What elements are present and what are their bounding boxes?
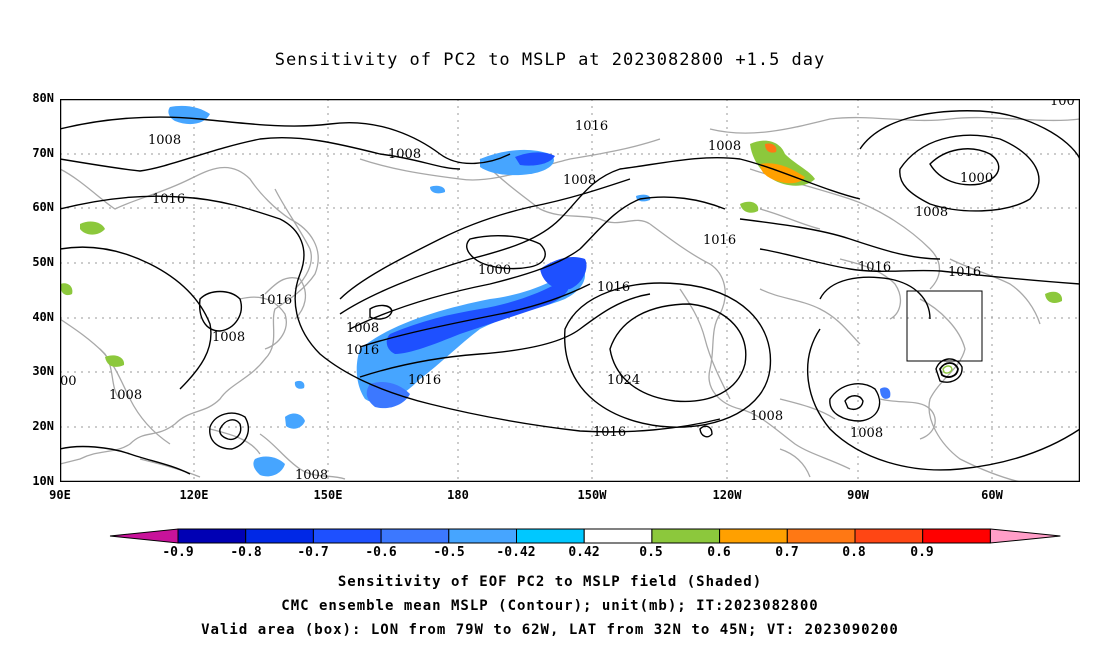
colorbar-cell (380, 528, 450, 544)
lat-label-30n: 30N (32, 364, 54, 378)
lon-label-120e: 120E (179, 488, 209, 502)
lon-label-120w: 120W (712, 488, 742, 502)
lon-label-90w: 90W (847, 488, 869, 502)
colorbar-cell (786, 528, 856, 544)
lat-label-10n: 10N (32, 474, 54, 488)
colorbar-label: -0.6 (365, 545, 397, 560)
lat-label-70n: 70N (32, 146, 54, 160)
contour-label: 1008 (295, 468, 328, 482)
colorbar-label: -0.8 (230, 545, 262, 560)
colorbar-label: -0.7 (297, 545, 329, 560)
colorbar-cell (312, 528, 382, 544)
caption-shaded: Sensitivity of EOF PC2 to MSLP field (Sh… (337, 574, 763, 590)
lat-label-40n: 40N (32, 310, 54, 324)
colorbar-cell (516, 528, 585, 544)
contour-label: 00 (60, 374, 77, 389)
contour-label: 1008 (850, 426, 883, 441)
colorbar-label: 0.7 (775, 545, 799, 560)
contour-label: 1016 (152, 192, 185, 207)
lon-label-90e: 90E (49, 488, 71, 502)
contour-label: 1008 (109, 388, 142, 403)
colorbar-label: -0.9 (162, 545, 194, 560)
graticule (60, 99, 1080, 482)
colorbar-label: 0.5 (639, 545, 663, 560)
colorbar-label: 0.6 (707, 545, 731, 560)
contour-label: 1016 (593, 425, 626, 440)
contour-label: 1016 (703, 233, 736, 248)
contour-label: 1016 (346, 343, 379, 358)
colorbar-label: 0.8 (842, 545, 866, 560)
contour-label: 1016 (597, 280, 630, 295)
contour-labels: 1008 1008 1016 1008 1016 1008 1000 1016 … (60, 99, 1075, 482)
contour-label: 1008 (346, 321, 379, 336)
lon-label-150e: 150E (313, 488, 343, 502)
contour-label: 1008 (915, 205, 948, 220)
contour-label: 1016 (858, 260, 891, 275)
colorbar-cell (177, 528, 247, 544)
colorbar-arrow-low (109, 528, 179, 544)
lon-label-150w: 150W (577, 488, 607, 502)
contour-label: 1016 (408, 373, 441, 388)
contour-label: 1008 (148, 133, 181, 148)
colorbar-cell (245, 528, 314, 544)
sensitivity-map: 1008 1008 1016 1008 1016 1008 1000 1016 … (60, 99, 1080, 482)
lon-label-180: 180 (447, 488, 469, 502)
contour-label: 1008 (388, 147, 421, 162)
contour-label: 1024 (607, 373, 640, 388)
colorbar-arrow-high (989, 528, 1061, 544)
lat-label-20n: 20N (32, 419, 54, 433)
lat-label-60n: 60N (32, 200, 54, 214)
contour-label: 1016 (575, 119, 608, 134)
colorbar-label: -0.5 (433, 545, 465, 560)
contour-label: 100 (1050, 99, 1075, 109)
valid-area-box (906, 290, 983, 362)
map-title: Sensitivity of PC2 to MSLP at 2023082800… (274, 50, 826, 70)
sensitivity-negative (168, 105, 891, 477)
colorbar-cell (651, 528, 721, 544)
contour-label: 1000 (960, 171, 993, 186)
colorbar-label: 0.9 (910, 545, 934, 560)
lat-label-80n: 80N (32, 91, 54, 105)
contour-label: 1008 (563, 173, 596, 188)
caption-contour: CMC ensemble mean MSLP (Contour); unit(m… (281, 598, 819, 614)
colorbar-cell (719, 528, 788, 544)
colorbar-label: -0.42 (496, 545, 536, 560)
contour-label: 1016 (948, 265, 981, 280)
contour-label: 1016 (259, 293, 292, 308)
colorbar-cell (922, 528, 991, 544)
map-panel: 1008 1008 1016 1008 1016 1008 1000 1016 … (60, 99, 1080, 482)
lon-label-60w: 60W (981, 488, 1003, 502)
mslp-contours (60, 110, 1080, 475)
map-border (60, 99, 1080, 482)
contour-label: 1008 (212, 330, 245, 345)
colorbar-cell (854, 528, 924, 544)
lat-label-50n: 50N (32, 255, 54, 269)
coastlines (60, 116, 1080, 482)
colorbar-cell (448, 528, 517, 544)
caption-valid-area: Valid area (box): LON from 79W to 62W, L… (201, 622, 899, 638)
colorbar-cell (583, 528, 653, 544)
contour-label: 1008 (750, 409, 783, 424)
contour-label: 1000 (478, 263, 511, 278)
colorbar-label: 0.42 (568, 545, 600, 560)
contour-label: 1008 (708, 139, 741, 154)
